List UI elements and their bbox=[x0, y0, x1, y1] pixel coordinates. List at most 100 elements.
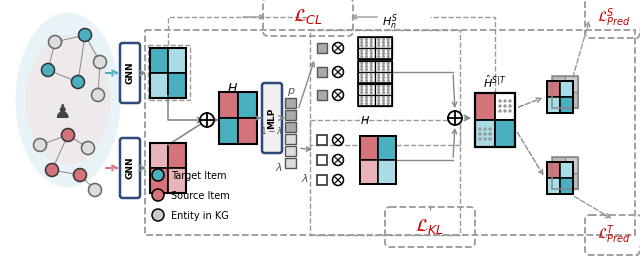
Bar bbox=[360, 136, 378, 160]
Circle shape bbox=[361, 56, 363, 57]
Bar bbox=[565, 92, 578, 108]
Circle shape bbox=[383, 62, 385, 64]
Circle shape bbox=[361, 53, 363, 54]
Circle shape bbox=[383, 103, 385, 104]
Circle shape bbox=[387, 100, 389, 102]
Bar bbox=[375, 72, 392, 83]
Bar bbox=[168, 143, 186, 168]
Circle shape bbox=[499, 100, 501, 102]
Circle shape bbox=[371, 80, 372, 82]
Bar bbox=[547, 81, 573, 113]
Circle shape bbox=[378, 62, 380, 64]
Circle shape bbox=[365, 89, 367, 90]
Circle shape bbox=[371, 74, 372, 75]
Bar bbox=[285, 122, 296, 132]
Circle shape bbox=[378, 103, 380, 104]
Circle shape bbox=[504, 105, 506, 107]
Circle shape bbox=[499, 105, 501, 107]
Circle shape bbox=[361, 77, 363, 78]
Bar bbox=[375, 37, 392, 48]
Circle shape bbox=[489, 133, 491, 135]
Ellipse shape bbox=[15, 12, 120, 188]
Text: $\lambda$: $\lambda$ bbox=[275, 161, 283, 173]
Circle shape bbox=[371, 85, 372, 87]
Circle shape bbox=[479, 133, 481, 135]
Circle shape bbox=[93, 55, 106, 68]
FancyBboxPatch shape bbox=[120, 138, 140, 198]
Circle shape bbox=[383, 85, 385, 87]
Circle shape bbox=[378, 80, 380, 82]
Circle shape bbox=[371, 53, 372, 54]
Bar bbox=[317, 135, 327, 145]
Text: $H$: $H$ bbox=[360, 114, 370, 126]
Bar bbox=[565, 157, 578, 173]
Circle shape bbox=[387, 42, 389, 44]
Bar bbox=[552, 92, 565, 108]
Circle shape bbox=[479, 128, 481, 130]
Bar bbox=[219, 92, 257, 144]
Bar bbox=[360, 136, 396, 184]
Circle shape bbox=[378, 100, 380, 102]
Circle shape bbox=[333, 175, 344, 185]
Circle shape bbox=[361, 100, 363, 102]
Circle shape bbox=[361, 89, 363, 90]
Circle shape bbox=[387, 56, 389, 57]
Bar bbox=[378, 136, 396, 160]
Circle shape bbox=[383, 49, 385, 51]
Bar bbox=[150, 143, 168, 168]
Bar bbox=[565, 76, 578, 92]
Circle shape bbox=[387, 89, 389, 90]
Circle shape bbox=[387, 49, 389, 51]
Circle shape bbox=[42, 63, 54, 76]
Circle shape bbox=[387, 80, 389, 82]
Circle shape bbox=[365, 100, 367, 102]
Bar bbox=[378, 160, 396, 184]
Bar bbox=[358, 61, 392, 83]
Circle shape bbox=[365, 85, 367, 87]
Circle shape bbox=[383, 69, 385, 70]
Bar bbox=[219, 118, 238, 144]
Bar bbox=[285, 98, 296, 108]
Bar bbox=[150, 168, 168, 193]
Bar bbox=[168, 168, 186, 193]
Circle shape bbox=[378, 49, 380, 51]
Circle shape bbox=[361, 49, 363, 51]
Bar bbox=[310, 120, 460, 235]
Circle shape bbox=[387, 69, 389, 70]
Circle shape bbox=[365, 45, 367, 46]
Circle shape bbox=[378, 85, 380, 87]
Bar bbox=[238, 118, 257, 144]
Circle shape bbox=[152, 209, 164, 221]
Circle shape bbox=[361, 66, 363, 67]
Circle shape bbox=[378, 42, 380, 44]
Bar bbox=[238, 92, 257, 118]
Circle shape bbox=[383, 77, 385, 78]
Circle shape bbox=[378, 89, 380, 90]
Bar bbox=[495, 93, 515, 120]
Circle shape bbox=[387, 39, 389, 40]
Circle shape bbox=[81, 141, 95, 155]
Circle shape bbox=[383, 100, 385, 102]
Bar bbox=[310, 30, 460, 145]
Circle shape bbox=[509, 105, 511, 107]
Circle shape bbox=[371, 62, 372, 64]
Circle shape bbox=[200, 113, 214, 127]
Circle shape bbox=[365, 42, 367, 44]
Circle shape bbox=[361, 85, 363, 87]
Text: $1-\lambda$: $1-\lambda$ bbox=[260, 126, 283, 136]
Bar bbox=[547, 178, 560, 194]
Bar bbox=[317, 175, 327, 185]
Circle shape bbox=[361, 74, 363, 75]
Bar bbox=[475, 120, 495, 147]
Circle shape bbox=[88, 183, 102, 197]
Bar bbox=[358, 95, 375, 106]
Circle shape bbox=[365, 97, 367, 98]
Bar bbox=[150, 143, 186, 193]
Circle shape bbox=[361, 92, 363, 93]
Bar bbox=[285, 134, 296, 144]
Circle shape bbox=[499, 110, 501, 112]
Circle shape bbox=[45, 163, 58, 176]
Circle shape bbox=[378, 97, 380, 98]
Circle shape bbox=[361, 80, 363, 82]
Circle shape bbox=[387, 97, 389, 98]
